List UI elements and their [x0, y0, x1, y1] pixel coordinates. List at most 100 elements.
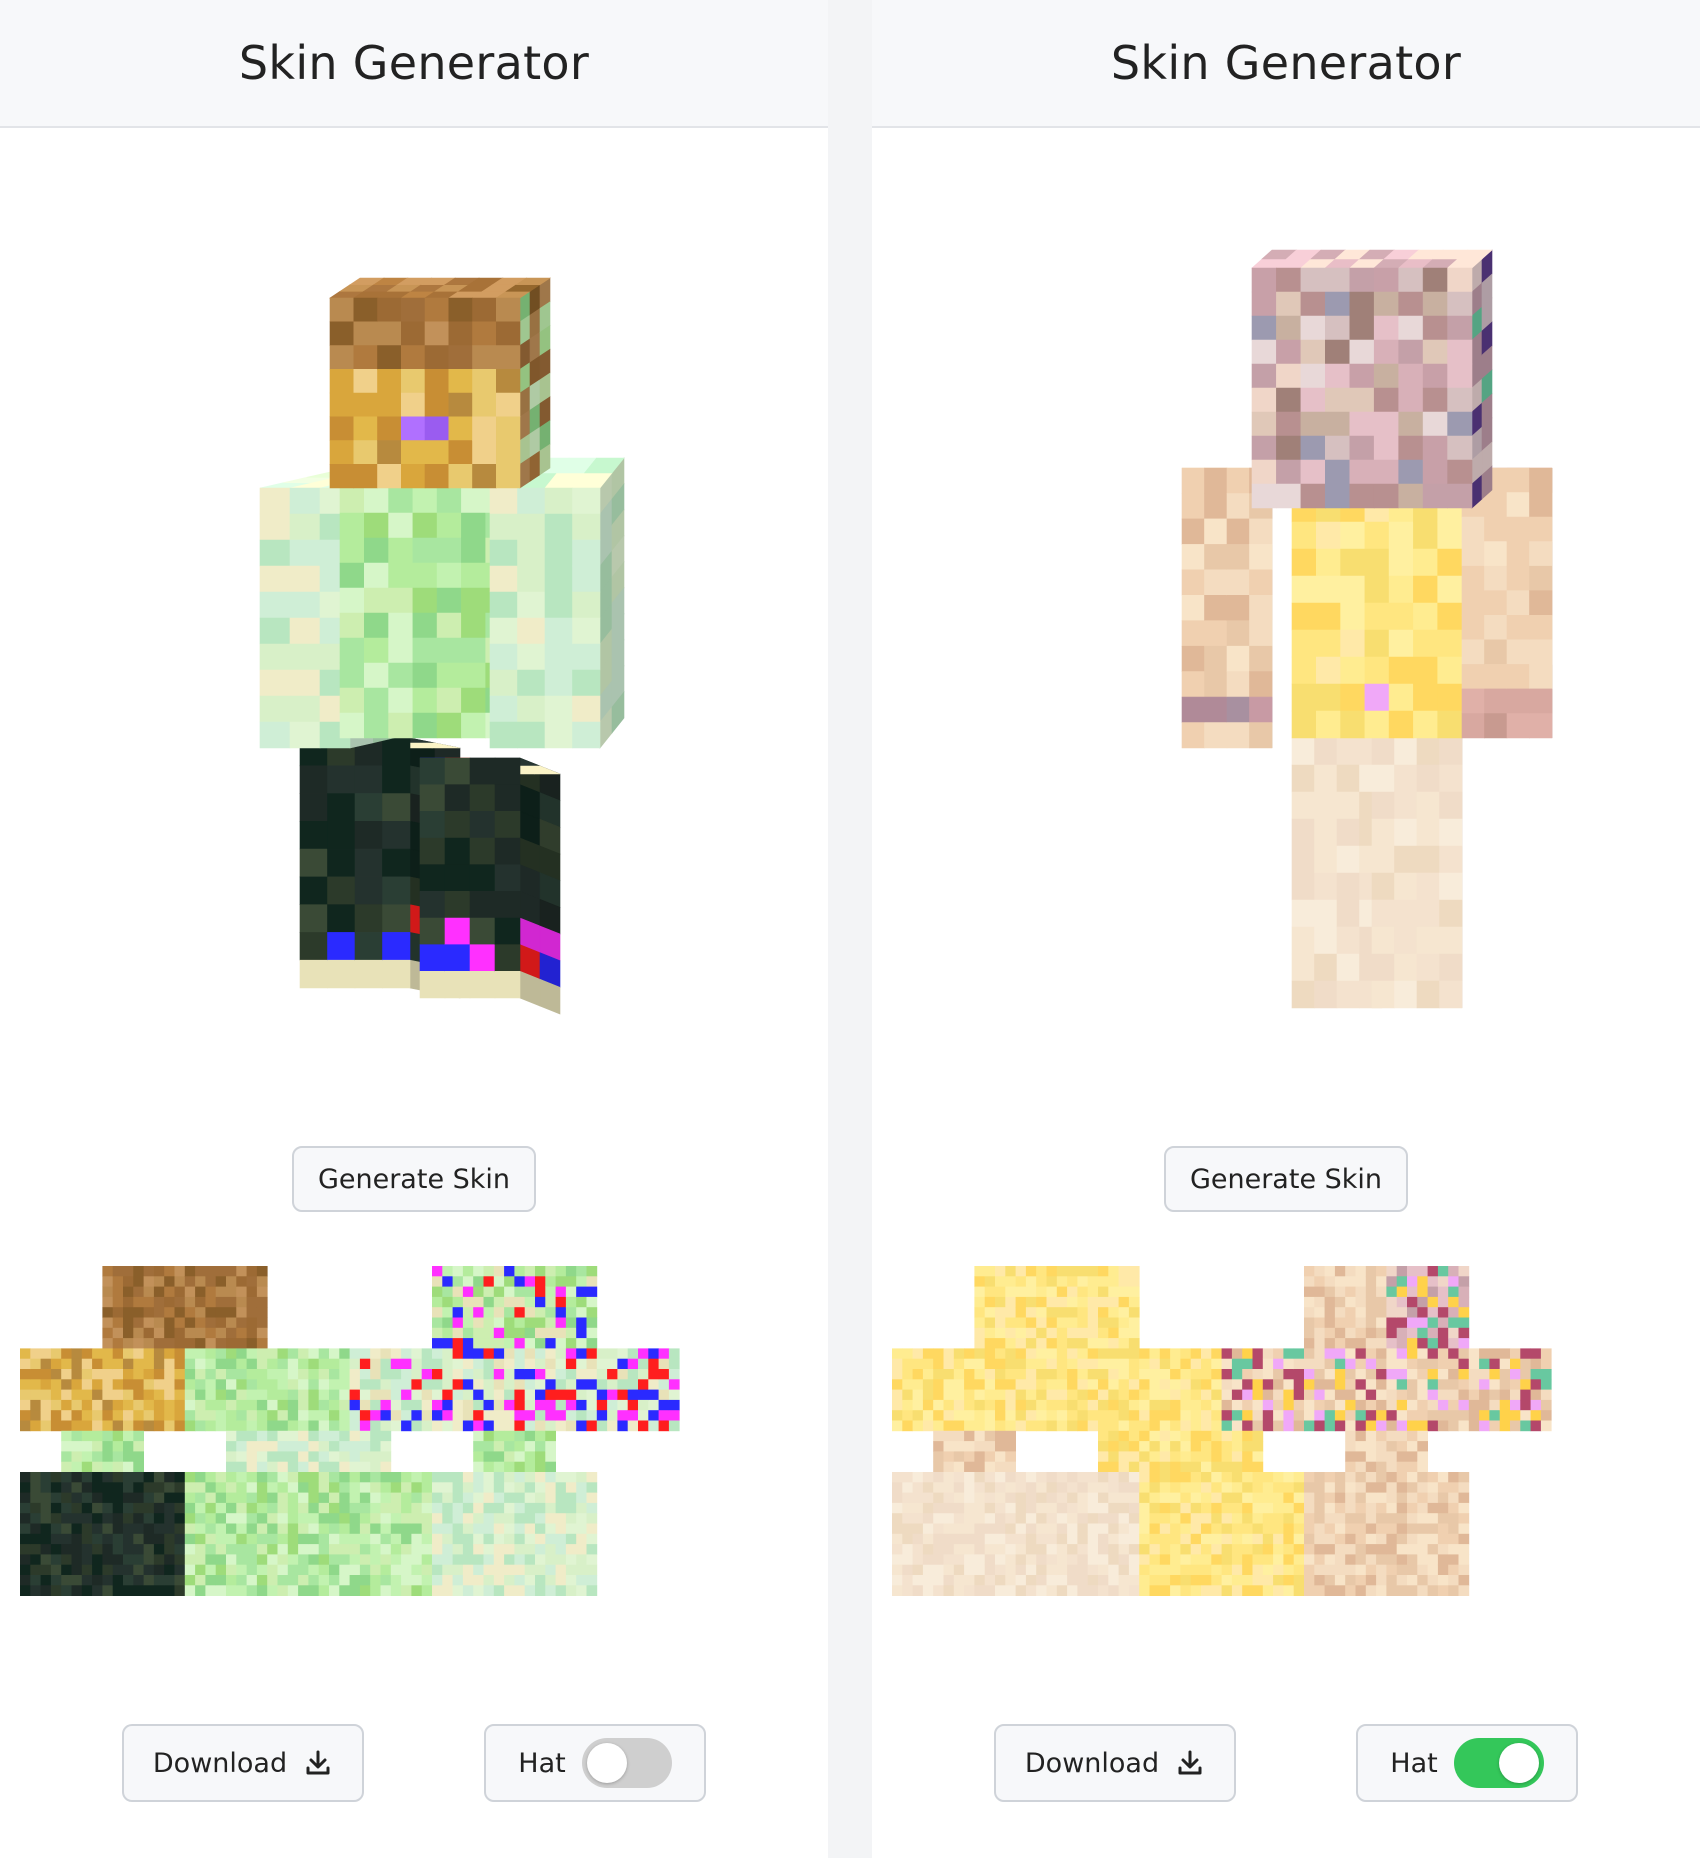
texture-pixel: [267, 1482, 278, 1493]
texture-pixel: [298, 1358, 309, 1370]
texture-pixel: [123, 1585, 134, 1596]
texture-pixel: [902, 1399, 913, 1411]
texture-pixel: [1221, 1564, 1233, 1576]
texture-pixel: [246, 1338, 258, 1349]
texture-pixel: [452, 1358, 464, 1370]
texture-pixel: [892, 1420, 903, 1432]
skin-pixel: [1181, 645, 1205, 672]
texture-pixel: [339, 1399, 350, 1411]
texture-pixel: [432, 1379, 443, 1390]
texture-pixel: [1273, 1420, 1284, 1432]
skin-3d-preview[interactable]: [872, 128, 1700, 1098]
texture-pixel: [1293, 1492, 1305, 1504]
texture-pixel: [318, 1441, 330, 1452]
texture-pixel: [514, 1502, 526, 1514]
texture-pixel: [1056, 1266, 1068, 1277]
skin-pixel: [419, 944, 446, 972]
texture-pixel: [974, 1554, 986, 1566]
skin-pixel: [327, 904, 356, 933]
texture-pixel: [1376, 1348, 1387, 1360]
hat-toggle-control[interactable]: Hat: [484, 1724, 706, 1802]
hat-toggle-switch[interactable]: [581, 1738, 672, 1788]
download-button[interactable]: Download: [122, 1724, 364, 1802]
download-button[interactable]: Download: [994, 1724, 1236, 1802]
texture-pixel: [1108, 1286, 1119, 1298]
texture-pixel: [576, 1420, 587, 1432]
texture-pixel: [586, 1492, 598, 1504]
texture-pixel: [277, 1358, 289, 1370]
skin-pixel: [1439, 899, 1463, 928]
skin-pixel: [517, 487, 546, 515]
texture-pixel: [164, 1348, 175, 1360]
texture-pixel: [1324, 1564, 1336, 1576]
texture-pixel: [922, 1533, 934, 1545]
skin-pixel: [382, 848, 411, 878]
skin-pixel: [495, 297, 521, 323]
generate-skin-button[interactable]: Generate Skin: [292, 1146, 536, 1212]
texture-pixel: [308, 1575, 320, 1586]
texture-pixel: [1458, 1420, 1470, 1432]
texture-pixel: [524, 1348, 536, 1360]
texture-pixel: [50, 1482, 62, 1493]
texture-pixel: [555, 1523, 567, 1535]
texture-pixel: [1407, 1420, 1418, 1432]
skin-pixel: [339, 512, 365, 539]
texture-pixel: [902, 1575, 913, 1586]
texture-pixel: [308, 1492, 320, 1504]
texture-pixel: [555, 1492, 567, 1504]
texture-pixel: [112, 1502, 124, 1514]
texture-pixel: [1448, 1276, 1459, 1287]
skin-pixel: [1439, 926, 1463, 955]
texture-pixel: [1283, 1575, 1295, 1586]
skin-3d-preview[interactable]: [0, 128, 828, 1098]
skin-pixel: [544, 539, 573, 567]
skin-pixel: [1484, 614, 1508, 641]
texture-pixel: [1108, 1544, 1119, 1555]
texture-pixel: [308, 1358, 320, 1370]
toggle-knob: [586, 1743, 627, 1783]
texture-pixel: [102, 1554, 114, 1566]
skin-pixel: [1422, 387, 1448, 413]
generate-skin-button[interactable]: Generate Skin: [1164, 1146, 1408, 1212]
texture-pixel: [535, 1523, 546, 1535]
texture-pixel: [974, 1358, 986, 1370]
texture-pixel: [984, 1286, 996, 1298]
texture-pixel: [184, 1513, 196, 1524]
texture-pixel: [1396, 1502, 1408, 1514]
skin-model-render[interactable]: [872, 128, 1700, 1098]
skin-model-render[interactable]: [0, 128, 828, 1098]
texture-pixel: [1118, 1369, 1130, 1380]
texture-pixel: [112, 1430, 124, 1442]
texture-pixel: [504, 1358, 515, 1370]
texture-pixel: [1396, 1389, 1408, 1401]
texture-pixel: [246, 1348, 258, 1360]
skin-pixel: [1422, 435, 1448, 461]
texture-pixel: [1407, 1575, 1418, 1586]
texture-pixel: [1190, 1513, 1202, 1524]
texture-pixel: [226, 1513, 237, 1524]
texture-pixel: [1304, 1482, 1315, 1493]
texture-pixel: [390, 1389, 402, 1401]
texture-pixel: [964, 1554, 975, 1566]
texture-pixel: [92, 1492, 103, 1504]
texture-pixel: [1345, 1502, 1356, 1514]
texture-pixel: [1252, 1389, 1264, 1401]
skin-pixel: [544, 669, 573, 697]
hat-toggle-switch[interactable]: [1453, 1738, 1544, 1788]
texture-pixel: [524, 1502, 536, 1514]
skin-pixel: [1447, 363, 1473, 389]
hat-toggle-control[interactable]: Hat: [1356, 1724, 1578, 1802]
texture-pixel: [287, 1410, 299, 1421]
texture-pixel: [1334, 1472, 1346, 1483]
skin-pixel: [1371, 953, 1395, 982]
texture-pixel: [953, 1564, 965, 1576]
texture-pixel: [493, 1307, 505, 1318]
texture-pixel: [339, 1410, 350, 1421]
skin-pixel: [461, 487, 487, 514]
texture-pixel: [1231, 1451, 1243, 1463]
texture-pixel: [504, 1513, 515, 1524]
texture-pixel: [1386, 1523, 1398, 1535]
texture-pixel: [1046, 1399, 1058, 1411]
texture-pixel: [1458, 1358, 1470, 1370]
texture-pixel: [1252, 1502, 1264, 1514]
